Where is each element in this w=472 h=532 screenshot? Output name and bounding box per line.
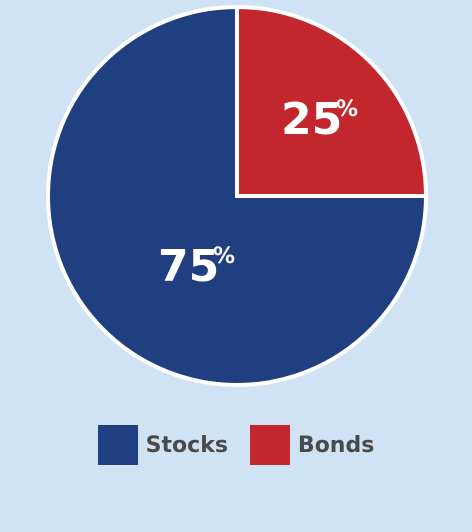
slice-label-bonds: 25 [281, 94, 342, 145]
legend-swatch-bonds [249, 425, 290, 465]
legend-label-bonds: Bonds [297, 432, 375, 458]
slice-percent-sign-bonds: % [336, 97, 358, 122]
chart-legend: Stocks Bonds [0, 423, 472, 467]
slice-percent-sign-stocks: % [213, 244, 235, 269]
legend-item-stocks: Stocks [97, 425, 228, 465]
pie-slice-stocks [46, 4, 429, 387]
pie-slice-bonds [235, 4, 429, 198]
legend-label-stocks: Stocks [145, 432, 228, 458]
slice-label-stocks: 75 [158, 241, 219, 292]
legend-swatch-stocks [97, 425, 138, 465]
legend-item-bonds: Bonds [249, 425, 375, 465]
